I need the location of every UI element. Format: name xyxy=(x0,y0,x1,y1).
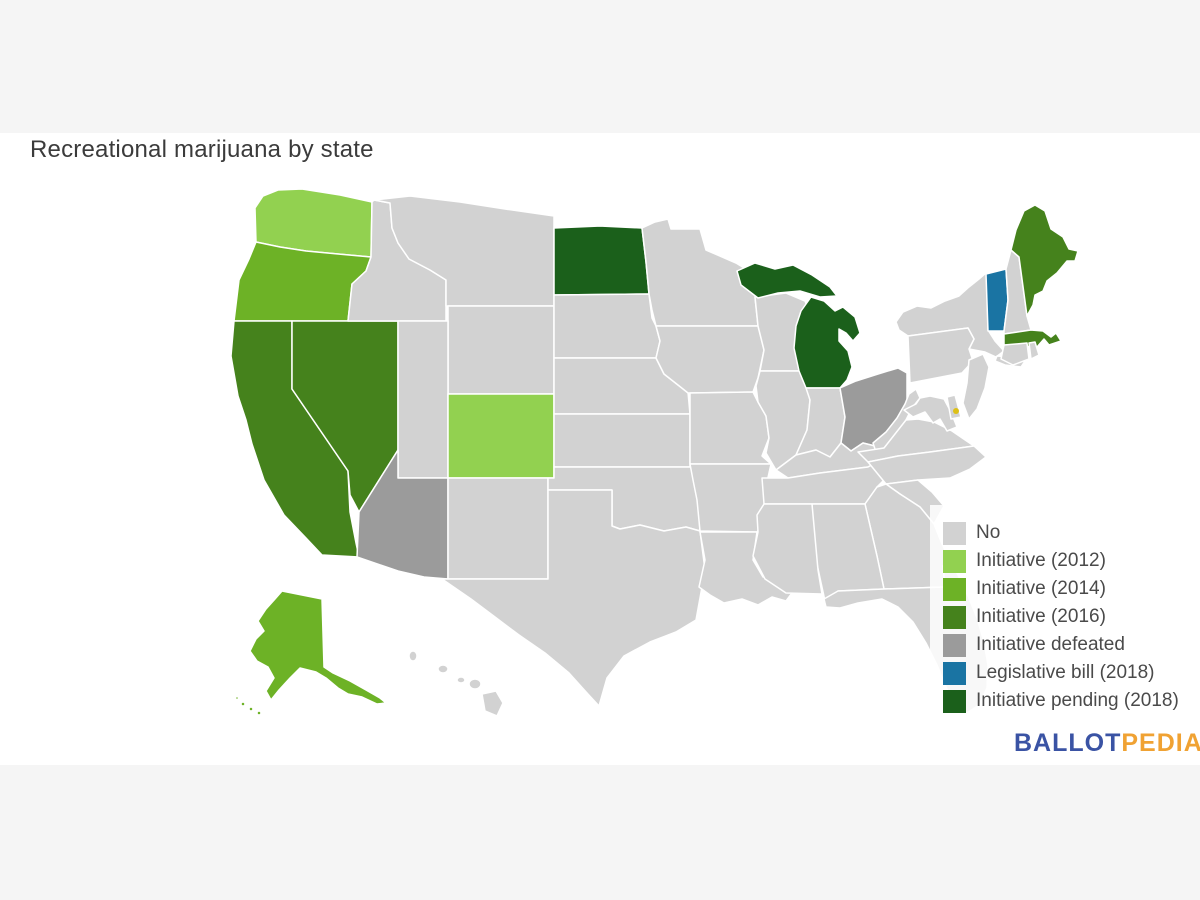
state-north-dakota[interactable] xyxy=(553,225,650,296)
legend-swatch-initiative-2016 xyxy=(943,605,966,629)
legend-item-legislative-bill-2018: Legislative bill (2018) xyxy=(943,661,1155,685)
legend-swatch-legislative-bill-2018 xyxy=(943,661,966,685)
state-rhode-island[interactable] xyxy=(1028,341,1040,360)
legend-item-no: No xyxy=(943,521,1000,545)
state-hawaii-molokai[interactable] xyxy=(456,676,466,684)
legend-label-initiative-pending-2018: Initiative pending (2018) xyxy=(976,690,1179,711)
map-legend: No Initiative (2012) Initiative (2014) I… xyxy=(930,505,1188,719)
dc-dot[interactable] xyxy=(953,408,959,414)
state-colorado[interactable] xyxy=(447,393,555,479)
state-alaska[interactable] xyxy=(249,590,387,705)
state-south-dakota[interactable] xyxy=(553,293,661,359)
state-louisiana[interactable] xyxy=(698,531,796,606)
state-hawaii-big-island[interactable] xyxy=(481,690,504,717)
legend-item-initiative-2016: Initiative (2016) xyxy=(943,605,1106,629)
state-maine[interactable] xyxy=(1010,204,1079,317)
state-alaska-aleutian-island[interactable] xyxy=(248,706,254,712)
legend-label-initiative-defeated: Initiative defeated xyxy=(976,634,1125,655)
state-texas[interactable] xyxy=(441,489,706,707)
legend-swatch-initiative-pending-2018 xyxy=(943,689,966,713)
legend-item-initiative-2012: Initiative (2012) xyxy=(943,549,1106,573)
state-hawaii-oahu[interactable] xyxy=(437,664,449,674)
state-new-jersey[interactable] xyxy=(962,353,990,420)
legend-label-initiative-2016: Initiative (2016) xyxy=(976,606,1106,627)
legend-label-initiative-2014: Initiative (2014) xyxy=(976,578,1106,599)
state-alaska-aleutian-island[interactable] xyxy=(240,701,246,707)
legend-swatch-initiative-defeated xyxy=(943,633,966,657)
page-title: Recreational marijuana by state xyxy=(30,136,374,163)
ballotpedia-logo-ballot: BALLOT xyxy=(1014,729,1122,757)
legend-item-initiative-2014: Initiative (2014) xyxy=(943,577,1106,601)
legend-swatch-no xyxy=(943,521,966,545)
state-mississippi[interactable] xyxy=(752,503,823,595)
state-hawaii-maui[interactable] xyxy=(468,678,482,690)
legend-label-no: No xyxy=(976,522,1001,543)
state-wyoming[interactable] xyxy=(447,305,555,395)
state-hawaii-kauai[interactable] xyxy=(408,650,418,662)
legend-swatch-initiative-2012 xyxy=(943,549,966,573)
legend-swatch-initiative-2014 xyxy=(943,577,966,601)
legend-item-initiative-pending-2018: Initiative pending (2018) xyxy=(943,689,1179,713)
state-michigan[interactable] xyxy=(793,296,861,389)
legend-label-legislative-bill-2018: Legislative bill (2018) xyxy=(976,662,1155,683)
state-kansas[interactable] xyxy=(553,413,691,468)
state-maryland[interactable] xyxy=(903,395,958,432)
ballotpedia-logo-pedia: PEDIA xyxy=(1121,729,1200,757)
state-montana[interactable] xyxy=(373,195,555,307)
state-new-mexico[interactable] xyxy=(447,477,549,580)
legend-item-initiative-defeated: Initiative defeated xyxy=(943,633,1125,657)
state-alaska-aleutian-island[interactable] xyxy=(234,695,240,701)
state-connecticut[interactable] xyxy=(1000,342,1030,366)
state-alaska-aleutian-island[interactable] xyxy=(256,710,262,716)
ballotpedia-logo[interactable]: BALLOTPEDIA xyxy=(1014,729,1200,758)
legend-label-initiative-2012: Initiative (2012) xyxy=(976,550,1106,571)
state-michigan-upper-peninsula[interactable] xyxy=(736,262,838,299)
state-utah[interactable] xyxy=(397,320,449,479)
state-pennsylvania[interactable] xyxy=(907,327,975,384)
